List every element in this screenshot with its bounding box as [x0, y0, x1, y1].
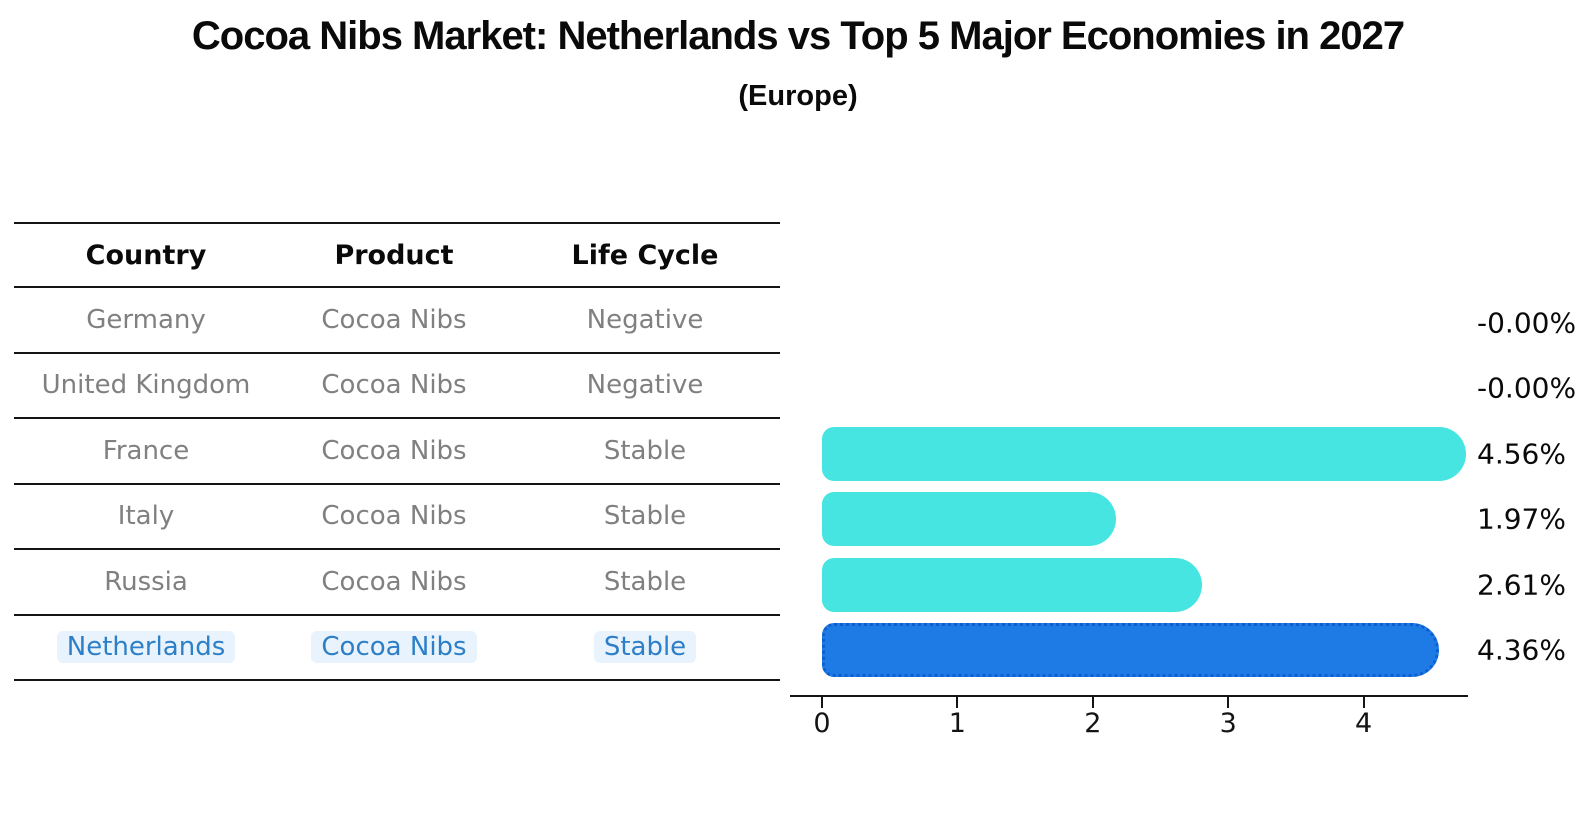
table-row-italy: Italy Cocoa Nibs Stable: [14, 485, 780, 550]
table-cell-country: Netherlands: [14, 631, 278, 664]
x-tick-label: 2: [1084, 708, 1102, 739]
bar-value-label: 4.56%: [1477, 437, 1566, 471]
table-cell-life-cycle: Negative: [510, 305, 780, 335]
bar-russia: [822, 557, 1203, 612]
bar-value-label: 2.61%: [1477, 568, 1566, 602]
table-cell-product: Cocoa Nibs: [278, 501, 510, 531]
x-tick-mark: [1362, 697, 1365, 708]
cell-text: Netherlands: [56, 631, 236, 664]
x-tick-label: 1: [948, 708, 966, 739]
table-row-germany: Germany Cocoa Nibs Negative: [14, 288, 780, 354]
bar-value-label: 4.36%: [1477, 633, 1566, 667]
cell-text: Cocoa Nibs: [311, 631, 477, 664]
cell-text: Russia: [104, 566, 188, 597]
bar-value-label: -0.00%: [1477, 371, 1577, 405]
x-tick-label: 3: [1219, 708, 1237, 739]
table-cell-country: Germany: [14, 305, 278, 335]
table-cell-product: Cocoa Nibs: [278, 631, 510, 664]
table-cell-life-cycle: Negative: [510, 370, 780, 400]
x-tick-label: 4: [1355, 708, 1373, 739]
table-cell-country: Italy: [14, 501, 278, 531]
bar-netherlands: [822, 623, 1440, 678]
x-tick-mark: [956, 697, 959, 708]
x-tick-mark: [1227, 697, 1230, 708]
cell-text: France: [102, 435, 190, 466]
header-cell: Life Cycle: [571, 239, 719, 271]
bar-value-label: -0.00%: [1477, 306, 1577, 340]
cell-text: Italy: [117, 501, 175, 532]
cell-text: Stable: [603, 566, 687, 597]
cell-text: Germany: [86, 304, 206, 335]
cell-text: Cocoa Nibs: [321, 501, 467, 532]
table-cell-country: France: [14, 436, 278, 466]
bar-france: [822, 426, 1467, 481]
cell-text: Stable: [603, 435, 687, 466]
bar-value-label: 1.97%: [1477, 502, 1566, 536]
bar-italy: [822, 492, 1116, 547]
table-cell-product: Cocoa Nibs: [278, 567, 510, 597]
table-row-russia: Russia Cocoa Nibs Stable: [14, 550, 780, 616]
table-cell-life-cycle: Stable: [510, 501, 780, 531]
table-row-netherlands: Netherlands Cocoa Nibs Stable: [14, 616, 780, 681]
cell-text: United Kingdom: [41, 370, 251, 401]
x-tick-label: 0: [813, 708, 831, 739]
cell-text: Cocoa Nibs: [321, 566, 467, 597]
country-table: Country Product Life Cycle Germany Cocoa Nib…: [14, 222, 780, 681]
cell-text: Cocoa Nibs: [321, 435, 467, 466]
table-cell-product: Cocoa Nibs: [278, 370, 510, 400]
cell-text: Negative: [586, 370, 704, 401]
header-cell: Country: [85, 239, 207, 271]
table-cell-country: Russia: [14, 567, 278, 597]
table-row-france: France Cocoa Nibs Stable: [14, 419, 780, 485]
cell-text: Cocoa Nibs: [321, 304, 467, 335]
x-axis-line: [790, 695, 1468, 697]
table-cell-product: Cocoa Nibs: [278, 436, 510, 466]
table-header-row: Country Product Life Cycle: [14, 222, 780, 288]
table-cell-country: United Kingdom: [14, 370, 278, 400]
table-cell-life-cycle: Stable: [510, 567, 780, 597]
table-cell-life-cycle: Stable: [510, 631, 780, 664]
table-row-united-kingdom: United Kingdom Cocoa Nibs Negative: [14, 354, 780, 419]
x-tick-mark: [821, 697, 823, 708]
cell-text: Stable: [593, 631, 697, 664]
chart-title: Cocoa Nibs Market: Netherlands vs Top 5 …: [191, 14, 1405, 58]
cell-text: Cocoa Nibs: [321, 370, 467, 401]
chart-subtitle: (Europe): [738, 80, 858, 112]
cell-text: Stable: [603, 501, 687, 532]
table-cell-product: Cocoa Nibs: [278, 305, 510, 335]
header-cell: Product: [334, 239, 454, 271]
x-tick-mark: [1091, 697, 1094, 708]
cell-text: Negative: [586, 304, 704, 335]
table-cell-life-cycle: Stable: [510, 436, 780, 466]
